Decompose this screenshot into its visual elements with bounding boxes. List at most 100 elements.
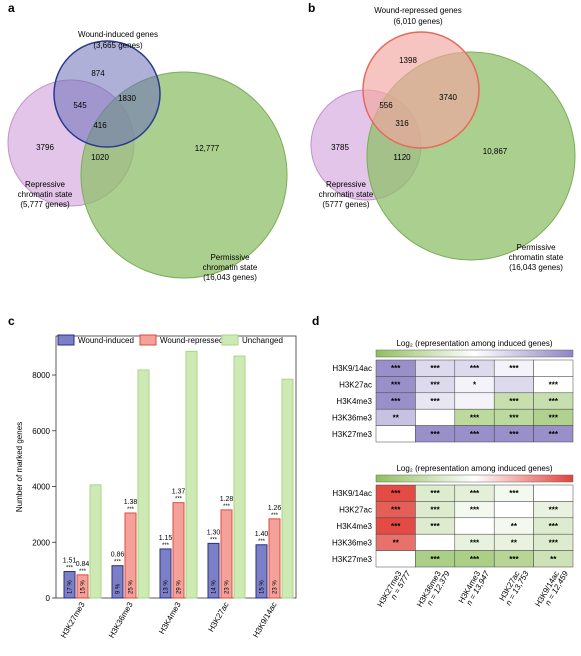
heatmap-row-label: H3K27ac bbox=[339, 506, 372, 515]
bar-ratio-label: 1.15 bbox=[159, 535, 173, 542]
heatmap-cell-stars: *** bbox=[430, 430, 440, 439]
heatmap-cell-stars: *** bbox=[549, 522, 559, 531]
bar bbox=[268, 518, 281, 599]
bar bbox=[111, 565, 124, 599]
legend-label: Wound-repressed bbox=[160, 336, 223, 345]
bar bbox=[185, 350, 198, 599]
heatmap-cell-stars: *** bbox=[430, 364, 440, 373]
bar-percent-label: 17 % bbox=[68, 580, 74, 594]
heatmap-cell-stars: *** bbox=[470, 506, 480, 515]
heatmap-row-label: H3K4me3 bbox=[336, 522, 372, 531]
region-wound-rep: 545 bbox=[73, 101, 87, 110]
heatmap-cell-stars: *** bbox=[509, 413, 519, 422]
heatmap-cell-stars: *** bbox=[391, 522, 401, 531]
heatmap-cell-stars: *** bbox=[430, 506, 440, 515]
repressive-label-2: chromatin state bbox=[18, 190, 73, 199]
bar bbox=[124, 512, 137, 599]
y-tick-label: 8000 bbox=[32, 371, 50, 380]
wound-label-2: (6,010 genes) bbox=[393, 17, 443, 26]
bar-ratio-label: 0.84 bbox=[76, 561, 90, 568]
heatmap-cell-stars: *** bbox=[470, 364, 480, 373]
heatmap-cell bbox=[533, 425, 574, 443]
bar bbox=[220, 509, 233, 599]
bar-significance-stars: *** bbox=[210, 537, 218, 543]
region-rep-perm: 1020 bbox=[91, 153, 109, 162]
panel-d-letter: d bbox=[312, 314, 319, 328]
bar bbox=[89, 484, 102, 599]
heatmap-cell-stars: *** bbox=[549, 506, 559, 515]
heatmap-cell bbox=[493, 376, 534, 394]
heatmap-cell-stars: *** bbox=[509, 430, 519, 439]
legend-label: Wound-induced bbox=[78, 336, 134, 345]
color-scale-bar bbox=[375, 349, 574, 358]
region-wound-perm: 3740 bbox=[439, 93, 457, 102]
heatmap-cell bbox=[533, 359, 574, 377]
wound-label-1: Wound-repressed genes bbox=[374, 6, 461, 15]
x-tick-label: H3K36me3 bbox=[107, 600, 135, 640]
heatmap-cell-stars: *** bbox=[430, 381, 440, 390]
bar-percent-label: 14 % bbox=[212, 580, 218, 594]
bar bbox=[172, 502, 185, 599]
heatmap-cell-stars: *** bbox=[430, 522, 440, 531]
bar bbox=[281, 378, 294, 599]
panel-c-letter: c bbox=[8, 314, 15, 328]
region-perm-only: 10,867 bbox=[483, 147, 508, 156]
bar-significance-stars: *** bbox=[223, 504, 231, 510]
heatmap-cell-stars: ** bbox=[393, 413, 400, 422]
region-wound-only: 874 bbox=[91, 69, 105, 78]
y-axis-label: Number of marked genes bbox=[15, 422, 24, 512]
heatmap-cell-stars: ** bbox=[550, 555, 557, 564]
x-tick-label: H3K27ac bbox=[206, 601, 230, 634]
wound-label-1: Wound-induced genes bbox=[78, 30, 158, 39]
heatmap-cell-stars: *** bbox=[549, 413, 559, 422]
region-rep-only: 3796 bbox=[36, 143, 54, 152]
heatmap-cell-stars: *** bbox=[549, 397, 559, 406]
heatmap-row-label: H3K36me3 bbox=[332, 538, 373, 547]
wound-label-2: (3,665 genes) bbox=[93, 41, 143, 50]
panel-d-heatmaps: d Log₂ (representation among induced gen… bbox=[312, 314, 574, 609]
heatmap-row-label: H3K36me3 bbox=[332, 413, 373, 422]
x-tick-label: H3K9/14ac bbox=[251, 601, 279, 640]
bar-percent-label: 15 % bbox=[260, 580, 266, 594]
panel-a-venn: a Wound-induced genes (3,665 genes) 874 … bbox=[7, 1, 288, 282]
heatmap-cell-stars: *** bbox=[470, 555, 480, 564]
legend-swatch bbox=[57, 334, 75, 346]
heatmap-cell-stars: *** bbox=[470, 538, 480, 547]
heatmap-row-label: H3K9/14ac bbox=[332, 489, 372, 498]
region-wound-perm: 1830 bbox=[118, 94, 136, 103]
heatmap-cell bbox=[415, 533, 456, 551]
heatmap-cell bbox=[454, 392, 495, 410]
heatmap-cell-stars: *** bbox=[509, 397, 519, 406]
bar-significance-stars: *** bbox=[258, 539, 266, 545]
permissive-label-3: (16,043 genes) bbox=[509, 263, 563, 272]
heatmap-cell-stars: *** bbox=[549, 538, 559, 547]
permissive-label-2: chromatin state bbox=[203, 263, 258, 272]
repressive-label-1: Repressive bbox=[25, 180, 66, 189]
heatmap-cell bbox=[415, 408, 456, 426]
heatmap-cell-stars: ** bbox=[393, 538, 400, 547]
heatmap-cell-stars: *** bbox=[470, 430, 480, 439]
bar-significance-stars: *** bbox=[271, 513, 279, 519]
bar-significance-stars: *** bbox=[127, 507, 135, 513]
heatmap-cell-stars: *** bbox=[549, 381, 559, 390]
heatmap-row-label: H3K27me3 bbox=[332, 555, 373, 564]
legend-label: Unchanged bbox=[242, 336, 283, 345]
bar bbox=[233, 355, 246, 599]
panel-b-venn: b Wound-repressed genes (6,010 genes) 13… bbox=[308, 1, 576, 272]
repressive-label-3: (5,777 genes) bbox=[20, 200, 70, 209]
permissive-label-3: (16,043 genes) bbox=[203, 273, 257, 282]
heatmap-cell-stars: *** bbox=[391, 397, 401, 406]
bar-significance-stars: *** bbox=[175, 497, 183, 503]
y-tick-label: 0 bbox=[46, 594, 51, 603]
heatmap-row-label: H3K27me3 bbox=[332, 430, 373, 439]
bar-percent-label: 15 % bbox=[81, 580, 87, 594]
bar-significance-stars: *** bbox=[114, 560, 122, 566]
heatmap-cell bbox=[375, 425, 416, 443]
bar-ratio-label: 1.40 bbox=[255, 531, 269, 538]
heatmap-cell-stars: *** bbox=[391, 381, 401, 390]
heatmap-title: Log₂ (representation among induced genes… bbox=[396, 339, 552, 348]
panel-b-letter: b bbox=[308, 1, 315, 15]
bar-significance-stars: *** bbox=[162, 543, 170, 549]
heatmap-cell bbox=[375, 550, 416, 568]
